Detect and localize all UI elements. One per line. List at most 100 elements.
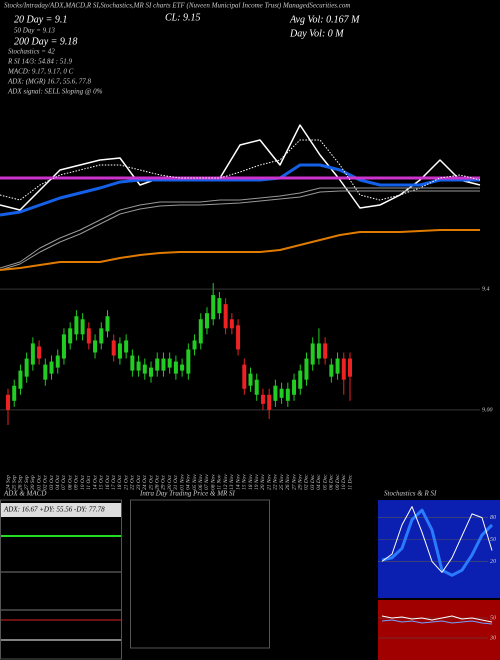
x-tick-label: 09 Dec <box>335 474 341 490</box>
x-tick-label: 22 Oct <box>130 475 136 490</box>
ma200: 200 Day = 9.18 <box>14 36 77 47</box>
adx-panel-title: ADX & MACD <box>3 490 46 498</box>
x-tick-label: 11 Dec <box>347 474 353 490</box>
x-tick-label: 21 Oct <box>123 475 129 490</box>
candle-body <box>149 367 154 377</box>
candle-body <box>192 340 197 350</box>
candle-body <box>68 328 73 344</box>
x-tick-label: 21 Nov <box>266 474 272 490</box>
x-tick-label: 24 Sep <box>4 475 11 490</box>
candle-body <box>260 394 265 404</box>
x-tick-label: 25 Nov <box>279 474 285 490</box>
stoch-readout: Stochastics = 42 <box>8 48 55 56</box>
y-tick-label: 50 <box>490 615 496 621</box>
series-line <box>381 619 493 625</box>
x-tick-label: 15 Oct <box>99 475 105 490</box>
candle-body <box>12 385 17 401</box>
series-line <box>381 506 493 573</box>
x-tick-label: 25 Sep <box>11 475 17 490</box>
x-tick-label: 04 Dec <box>315 474 322 490</box>
y-tick-label: 9.4 <box>482 285 490 292</box>
candle-body <box>198 319 203 344</box>
y-tick-label: 80 <box>490 515 496 521</box>
x-tick-label: 03 Dec <box>310 474 316 490</box>
avg-volume: Avg Vol: 0.167 M <box>289 14 360 25</box>
x-tick-label: 05 Nov <box>192 474 198 490</box>
x-tick-label: 11 Oct <box>86 475 92 490</box>
candle-body <box>279 388 284 398</box>
x-tick-label: 09 Oct <box>74 475 80 490</box>
x-tick-label: 14 Nov <box>234 474 241 490</box>
x-tick-label: 30 Sep <box>30 475 36 491</box>
x-tick-label: 07 Nov <box>204 474 210 490</box>
candle-body <box>167 358 172 368</box>
candle-body <box>117 343 122 359</box>
candle-body <box>229 319 234 329</box>
x-tick-label: 08 Nov <box>210 474 216 490</box>
candle-body <box>55 355 60 368</box>
candle-body <box>24 358 29 377</box>
x-tick-label: 16 Oct <box>105 475 111 490</box>
candle-body <box>43 364 48 380</box>
x-tick-label: 02 Dec <box>304 474 310 490</box>
intraday-title: Intra Day Trading Price & MR SI <box>139 490 236 498</box>
candle-body <box>310 343 315 365</box>
x-tick-label: 11 Nov <box>217 474 223 490</box>
x-tick-label: 08 Oct <box>67 475 73 490</box>
candle-body <box>211 295 216 320</box>
panel-background <box>378 600 500 660</box>
candle-body <box>341 358 346 380</box>
candle-body <box>186 349 191 374</box>
candle-body <box>242 364 247 389</box>
y-tick-label: 30 <box>489 635 496 641</box>
candle-body <box>99 328 104 344</box>
page-title: Stocks/Intraday/ADX,MACD,R SI,Stochastic… <box>4 2 350 10</box>
x-tick-label: 07 Oct <box>61 475 67 490</box>
candle-body <box>223 304 228 329</box>
adx-panel-readout: ADX: 16.67 +DY: 55.56 -DY: 77.78 <box>3 506 105 514</box>
series-line <box>0 139 481 201</box>
ma50: 50 Day = 9.13 <box>14 27 55 35</box>
x-tick-label: 23 Oct <box>136 475 142 490</box>
series-line <box>381 508 494 577</box>
candle-body <box>130 355 135 371</box>
candle-body <box>18 370 23 389</box>
candle-body <box>124 340 129 353</box>
day-volume: Day Vol: 0 M <box>289 28 344 39</box>
candle-body <box>217 298 222 314</box>
candle-body <box>298 370 303 389</box>
candle-body <box>292 379 297 395</box>
panel-title: Stochastics & R SI <box>384 490 437 498</box>
x-tick-label: 05 Dec <box>322 474 328 490</box>
x-tick-label: 26 Nov <box>285 474 291 490</box>
adx-panel <box>0 499 122 660</box>
candle-body <box>136 361 141 371</box>
x-tick-label: 17 Oct <box>111 475 117 490</box>
candle-body <box>254 379 259 395</box>
x-tick-label: 14 Oct <box>91 475 98 490</box>
x-tick-label: 13 Nov <box>229 474 235 490</box>
x-tick-label: 01 Oct <box>36 475 42 490</box>
x-tick-label: 10 Oct <box>80 475 86 490</box>
series-line <box>0 163 480 217</box>
x-tick-label: 02 Oct <box>43 475 49 490</box>
x-tick-label: 20 Nov <box>260 474 266 490</box>
x-tick-label: 12 Nov <box>223 474 229 490</box>
candle-body <box>267 394 272 410</box>
candle-body <box>248 373 253 386</box>
candle-body <box>49 361 54 374</box>
x-tick-label: 25 Oct <box>148 475 154 490</box>
adx-readout-bar <box>1 503 121 517</box>
x-tick-label: 10 Dec <box>341 474 347 490</box>
candle-body <box>74 316 79 335</box>
candle-body <box>6 394 10 410</box>
close-price: CL: 9.15 <box>165 12 201 23</box>
candle-body <box>316 343 321 359</box>
candle-body <box>61 334 66 359</box>
series-line <box>0 190 480 271</box>
x-tick-label: 26 Sep <box>18 475 24 490</box>
candle-body <box>304 358 309 380</box>
rsi-readout: R SI 14/3: 54.84 : 51.9 <box>7 58 72 66</box>
x-tick-label: 01 Nov <box>179 474 185 490</box>
